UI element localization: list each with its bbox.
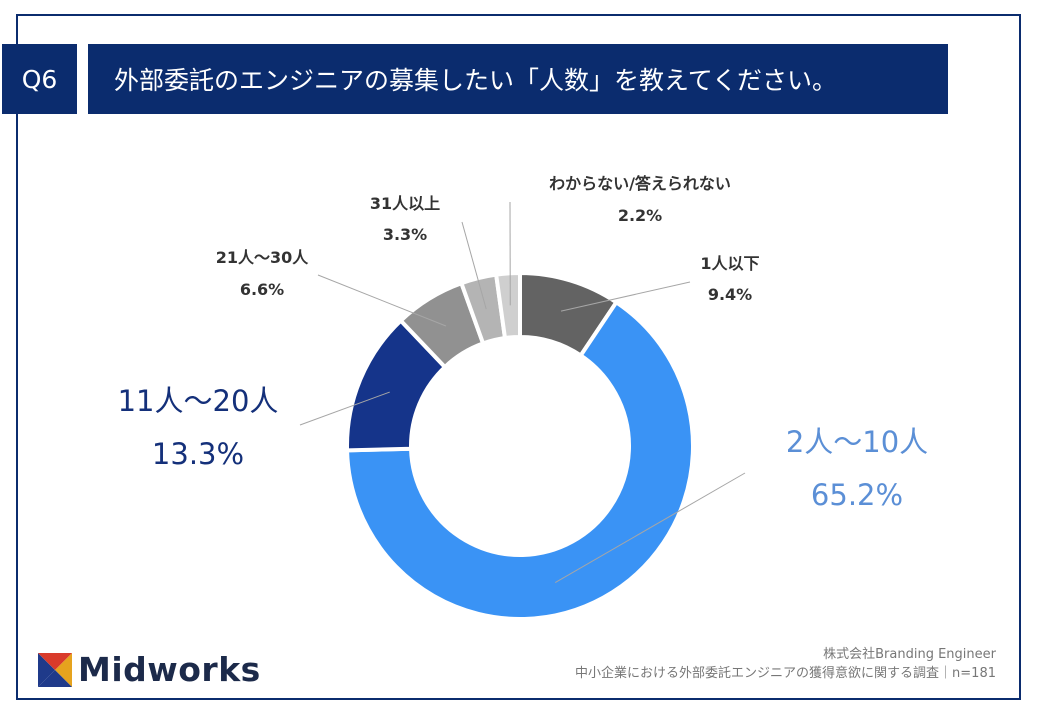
question-title: 外部委託のエンジニアの募集したい「人数」を教えてください。 (88, 44, 948, 114)
label-value-2: 65.2% (811, 478, 903, 512)
leader-line-4 (317, 274, 447, 327)
leader-line-5 (461, 221, 487, 310)
label-category-4: 21人〜30人 (216, 248, 310, 267)
label-category-2: 2人〜10人 (786, 425, 928, 459)
leader-line-2 (554, 472, 746, 583)
label-value-4: 6.6% (240, 280, 284, 299)
label-category-3: 11人〜20人 (118, 384, 279, 418)
leader-lines (299, 201, 746, 583)
label-value-3: 13.3% (152, 437, 244, 471)
leader-line-1 (560, 281, 691, 312)
donut-slices (345, 270, 695, 621)
leader-line-3 (299, 391, 390, 426)
slice-2 (345, 299, 695, 621)
slice-6 (493, 270, 522, 341)
footer-survey: 中小企業における外部委託エンジニアの獲得意欲に関する調査｜n=181 (575, 666, 996, 681)
label-category-1: 1人以下 (700, 254, 759, 273)
logo-text: Midworks (78, 650, 261, 689)
question-badge: Q6 (2, 44, 77, 114)
label-category-5: 31人以上 (370, 194, 440, 213)
label-value-6: 2.2% (618, 206, 662, 225)
midworks-logo: Midworks (38, 650, 261, 689)
midworks-logo-icon (38, 652, 72, 687)
footer: 株式会社Branding Engineer 中小企業における外部委託エンジニアの… (575, 645, 996, 683)
label-category-6: わからない/答えられない (549, 174, 731, 193)
label-value-5: 3.3% (383, 225, 427, 244)
footer-company: 株式会社Branding Engineer (823, 647, 996, 662)
label-value-1: 9.4% (708, 285, 752, 304)
